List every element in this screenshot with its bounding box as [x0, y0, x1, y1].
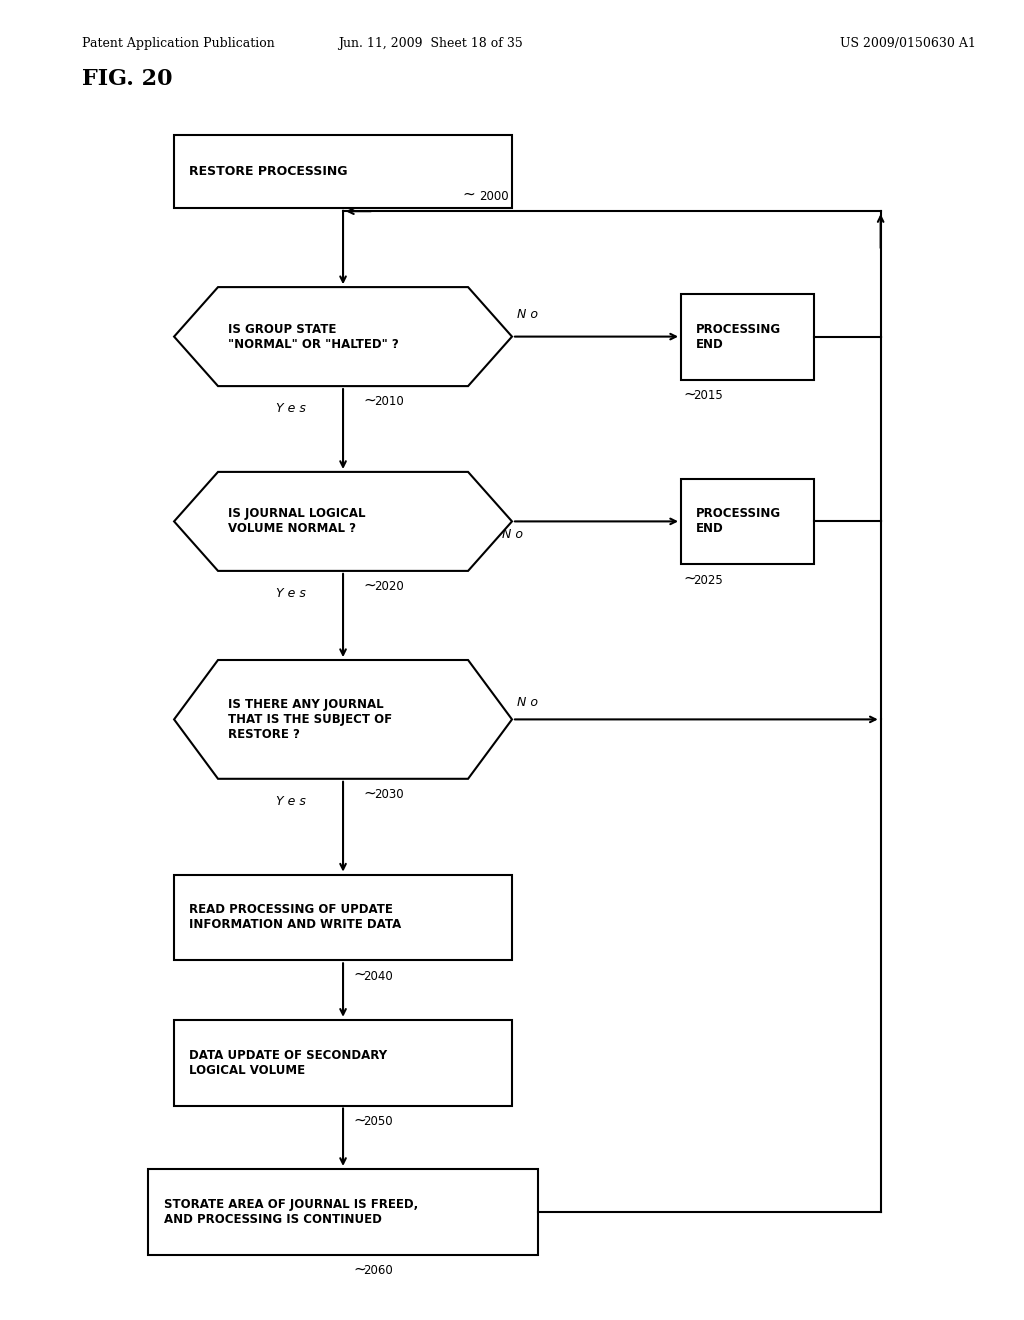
Text: ~: ~: [683, 385, 695, 401]
Text: PROCESSING
END: PROCESSING END: [696, 507, 781, 536]
Text: N o: N o: [517, 696, 539, 709]
Text: 2060: 2060: [364, 1265, 393, 1276]
Text: ~: ~: [353, 1262, 366, 1276]
Text: N o: N o: [517, 308, 539, 321]
Text: Jun. 11, 2009  Sheet 18 of 35: Jun. 11, 2009 Sheet 18 of 35: [338, 37, 522, 50]
Text: Patent Application Publication: Patent Application Publication: [82, 37, 274, 50]
Text: RESTORE PROCESSING: RESTORE PROCESSING: [189, 165, 348, 178]
Text: ~: ~: [683, 570, 695, 586]
Text: IS GROUP STATE
"NORMAL" OR "HALTED" ?: IS GROUP STATE "NORMAL" OR "HALTED" ?: [228, 322, 399, 351]
Text: 2000: 2000: [479, 190, 509, 203]
Text: Y e s: Y e s: [276, 401, 306, 414]
Text: ~: ~: [353, 1111, 366, 1127]
FancyBboxPatch shape: [148, 1170, 538, 1254]
Text: IS JOURNAL LOGICAL
VOLUME NORMAL ?: IS JOURNAL LOGICAL VOLUME NORMAL ?: [228, 507, 366, 536]
FancyBboxPatch shape: [174, 135, 512, 207]
Text: READ PROCESSING OF UPDATE
INFORMATION AND WRITE DATA: READ PROCESSING OF UPDATE INFORMATION AN…: [189, 903, 401, 932]
Text: 2025: 2025: [693, 573, 723, 586]
FancyBboxPatch shape: [174, 1019, 512, 1106]
Text: DATA UPDATE OF SECONDARY
LOGICAL VOLUME: DATA UPDATE OF SECONDARY LOGICAL VOLUME: [189, 1048, 387, 1077]
Text: 2050: 2050: [364, 1114, 393, 1127]
FancyBboxPatch shape: [681, 479, 814, 565]
Text: ~: ~: [353, 966, 366, 982]
Text: STORATE AREA OF JOURNAL IS FREED,
AND PROCESSING IS CONTINUED: STORATE AREA OF JOURNAL IS FREED, AND PR…: [164, 1197, 418, 1226]
Text: Y e s: Y e s: [276, 586, 306, 599]
Text: IS THERE ANY JOURNAL
THAT IS THE SUBJECT OF
RESTORE ?: IS THERE ANY JOURNAL THAT IS THE SUBJECT…: [228, 698, 392, 741]
FancyBboxPatch shape: [174, 875, 512, 961]
Text: 2040: 2040: [364, 969, 393, 982]
Text: 2010: 2010: [374, 396, 403, 408]
Text: PROCESSING
END: PROCESSING END: [696, 322, 781, 351]
Polygon shape: [174, 660, 512, 779]
Text: 2015: 2015: [693, 388, 723, 401]
Text: 2020: 2020: [374, 581, 403, 593]
Text: ~: ~: [364, 785, 376, 800]
Text: ~: ~: [364, 578, 376, 593]
Polygon shape: [174, 288, 512, 385]
Text: FIG. 20: FIG. 20: [82, 69, 172, 90]
Text: ~: ~: [364, 393, 376, 408]
Text: ~: ~: [463, 187, 475, 202]
Text: 2030: 2030: [374, 788, 403, 801]
Text: N o: N o: [502, 528, 523, 541]
FancyBboxPatch shape: [681, 293, 814, 380]
Polygon shape: [174, 473, 512, 570]
Text: US 2009/0150630 A1: US 2009/0150630 A1: [840, 37, 976, 50]
Text: Y e s: Y e s: [276, 795, 306, 808]
